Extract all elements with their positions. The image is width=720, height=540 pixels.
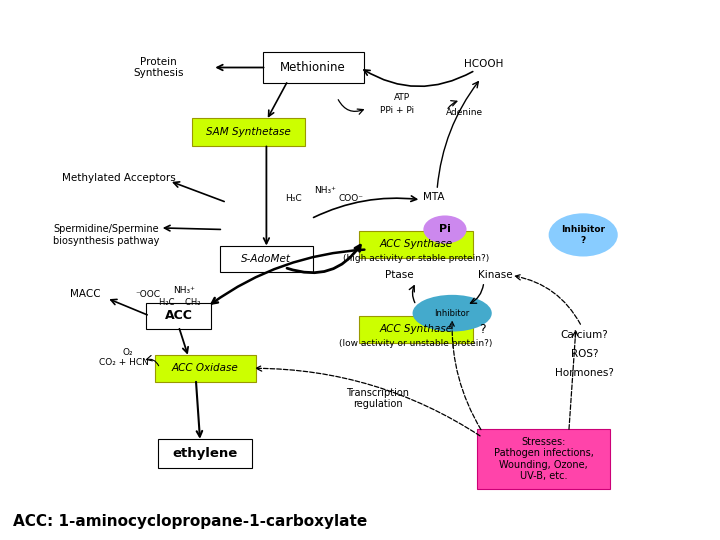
Text: Ptase: Ptase: [385, 271, 414, 280]
Text: Adenine: Adenine: [446, 108, 483, 117]
Text: ACC Synthase: ACC Synthase: [379, 239, 453, 249]
Text: Methionine: Methionine: [280, 61, 346, 74]
FancyBboxPatch shape: [477, 429, 610, 489]
Ellipse shape: [549, 213, 618, 256]
FancyBboxPatch shape: [146, 303, 211, 329]
Text: Hormones?: Hormones?: [555, 368, 614, 377]
Text: Pi: Pi: [439, 225, 451, 234]
Text: Stresses:
Pathogen infections,
Wounding, Ozone,
UV-B, etc.: Stresses: Pathogen infections, Wounding,…: [494, 437, 593, 481]
FancyBboxPatch shape: [359, 316, 473, 343]
FancyBboxPatch shape: [263, 52, 364, 83]
Text: Calcium?: Calcium?: [561, 330, 608, 340]
Text: Methylated Acceptors: Methylated Acceptors: [62, 173, 176, 183]
Text: ethylene: ethylene: [173, 447, 238, 460]
Text: Spermidine/Spermine
biosynthesis pathway: Spermidine/Spermine biosynthesis pathway: [53, 224, 160, 246]
Text: ATP: ATP: [394, 93, 410, 102]
Text: NH₃⁺: NH₃⁺: [173, 286, 194, 295]
Text: ?: ?: [479, 323, 485, 336]
Text: (low activity or unstable protein?): (low activity or unstable protein?): [339, 340, 493, 348]
FancyBboxPatch shape: [155, 355, 256, 382]
Text: ACC: ACC: [165, 309, 192, 322]
Text: ACC Oxidase: ACC Oxidase: [172, 363, 238, 373]
Text: H₂C    CH₂: H₂C CH₂: [159, 298, 201, 307]
Text: HCOOH: HCOOH: [464, 59, 503, 69]
Text: H₃C: H₃C: [285, 194, 302, 203]
Text: Inhibitor
?: Inhibitor ?: [561, 225, 606, 245]
Text: SAM Synthetase: SAM Synthetase: [206, 127, 291, 137]
Text: S-AdoMet: S-AdoMet: [241, 254, 292, 264]
Text: ACC: 1-aminocyclopropane-1-carboxylate: ACC: 1-aminocyclopropane-1-carboxylate: [13, 514, 367, 529]
Text: Inhibitor: Inhibitor: [435, 309, 469, 318]
Text: ACC Synthase: ACC Synthase: [379, 325, 453, 334]
FancyBboxPatch shape: [192, 118, 305, 146]
Text: NH₃⁺: NH₃⁺: [315, 186, 336, 194]
Text: (high activity or stable protein?): (high activity or stable protein?): [343, 254, 490, 262]
Text: MTA: MTA: [423, 192, 444, 202]
FancyBboxPatch shape: [158, 439, 252, 468]
Ellipse shape: [413, 295, 492, 332]
Text: ⁻OOC: ⁻OOC: [135, 290, 160, 299]
FancyBboxPatch shape: [220, 246, 313, 272]
Text: MACC: MACC: [70, 289, 100, 299]
Text: Transcription
regulation: Transcription regulation: [346, 388, 410, 409]
Text: PPi + Pi: PPi + Pi: [380, 106, 415, 115]
Text: Kinase: Kinase: [478, 271, 513, 280]
FancyBboxPatch shape: [359, 231, 473, 258]
Text: Protein
Synthesis: Protein Synthesis: [133, 57, 184, 78]
Ellipse shape: [423, 215, 467, 244]
Text: COO⁻: COO⁻: [338, 194, 363, 203]
Text: CO₂ + HCN: CO₂ + HCN: [99, 359, 149, 367]
Text: ROS?: ROS?: [571, 349, 598, 359]
Text: O₂: O₂: [123, 348, 133, 356]
